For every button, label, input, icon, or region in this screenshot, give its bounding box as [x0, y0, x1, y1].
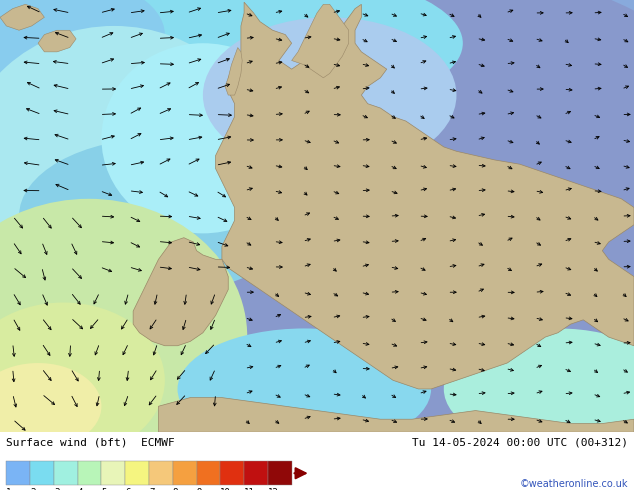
Polygon shape [292, 4, 349, 78]
Bar [54, 461, 77, 486]
Polygon shape [133, 238, 228, 346]
Ellipse shape [0, 199, 247, 475]
Text: ©weatheronline.co.uk: ©weatheronline.co.uk [519, 479, 628, 489]
Text: 9: 9 [197, 488, 202, 490]
Bar [244, 461, 268, 486]
Ellipse shape [0, 0, 165, 95]
Bar [101, 461, 126, 486]
Ellipse shape [254, 0, 634, 199]
Text: 5: 5 [101, 488, 107, 490]
Text: 11: 11 [244, 488, 255, 490]
Ellipse shape [178, 328, 431, 449]
Ellipse shape [0, 363, 101, 449]
Bar [77, 461, 101, 486]
Text: 6: 6 [126, 488, 131, 490]
Ellipse shape [101, 43, 304, 233]
Ellipse shape [203, 17, 456, 173]
Polygon shape [158, 397, 634, 432]
Text: Surface wind (bft)  ECMWF: Surface wind (bft) ECMWF [6, 438, 175, 448]
Bar [6, 461, 30, 486]
Bar [172, 461, 197, 486]
Ellipse shape [19, 138, 298, 294]
Polygon shape [0, 4, 44, 30]
Ellipse shape [0, 26, 266, 302]
Polygon shape [38, 30, 76, 52]
Ellipse shape [0, 302, 165, 458]
Text: 7: 7 [149, 488, 154, 490]
Text: 1: 1 [6, 488, 11, 490]
Ellipse shape [444, 328, 634, 449]
Text: 10: 10 [221, 488, 231, 490]
Bar [126, 461, 149, 486]
Text: Tu 14-05-2024 00:00 UTC (00+312): Tu 14-05-2024 00:00 UTC (00+312) [411, 438, 628, 448]
Polygon shape [225, 48, 242, 95]
Bar [197, 461, 220, 486]
Bar [149, 461, 172, 486]
Text: 12: 12 [268, 488, 278, 490]
Text: 4: 4 [77, 488, 83, 490]
Ellipse shape [19, 0, 463, 121]
Ellipse shape [241, 285, 520, 389]
Text: 2: 2 [30, 488, 36, 490]
Bar [268, 461, 292, 486]
Text: 3: 3 [54, 488, 59, 490]
Text: 8: 8 [172, 488, 178, 490]
Bar [30, 461, 54, 486]
Bar [221, 461, 244, 486]
Polygon shape [216, 2, 634, 389]
Ellipse shape [139, 0, 634, 445]
